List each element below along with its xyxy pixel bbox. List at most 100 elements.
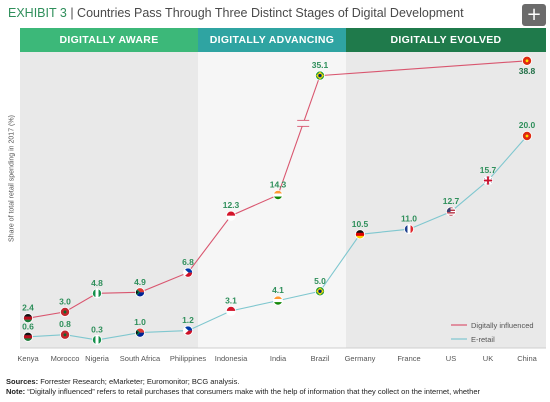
flag-ring bbox=[225, 305, 236, 316]
south-africa-flag-icon bbox=[135, 287, 145, 297]
flag-ring bbox=[272, 295, 283, 306]
flag-ring bbox=[22, 313, 33, 324]
x-tick-kenya: Kenya bbox=[17, 354, 39, 363]
flag-ring bbox=[182, 325, 193, 336]
france-flag-icon bbox=[404, 224, 414, 234]
exhibit-number: EXHIBIT 3 bbox=[8, 6, 67, 20]
stage-label-evolved: DIGITALLY EVOLVED bbox=[390, 34, 502, 46]
expand-button[interactable]: + bbox=[522, 4, 546, 26]
flag-ring bbox=[522, 130, 533, 141]
digitally-influenced-value-label: 35.1 bbox=[312, 60, 329, 70]
note-text: “Digitally influenced” refers to retail … bbox=[25, 387, 480, 396]
india-flag-icon bbox=[273, 190, 283, 200]
note-line: Note: “Digitally influenced” refers to r… bbox=[6, 387, 480, 397]
legend-label-e-retail: E-retail bbox=[471, 335, 495, 344]
kenya-flag-icon bbox=[23, 313, 33, 323]
flag-ring bbox=[92, 288, 103, 299]
e-retail-value-label: 5.0 bbox=[314, 276, 326, 286]
x-tick-uk: UK bbox=[483, 354, 493, 363]
flag-ring bbox=[445, 206, 456, 217]
philippines-flag-icon bbox=[183, 325, 193, 336]
digitally-influenced-value-label: 6.8 bbox=[182, 257, 194, 267]
y-axis-label: Share of total retail spending in 2017 (… bbox=[8, 115, 16, 242]
e-retail-value-label: 15.7 bbox=[480, 165, 497, 175]
chart-title: Countries Pass Through Three Distinct St… bbox=[77, 6, 464, 20]
legend-label-digitally-influenced: Digitally influenced bbox=[471, 321, 534, 330]
x-tick-morocco: Morocco bbox=[51, 354, 80, 363]
x-tick-south-africa: South Africa bbox=[120, 354, 161, 363]
flag-ring bbox=[182, 267, 193, 278]
morocco-flag-icon bbox=[60, 307, 70, 317]
x-tick-nigeria: Nigeria bbox=[85, 354, 110, 363]
digitally-influenced-value-label: 38.8 bbox=[519, 66, 536, 76]
us-flag-icon bbox=[446, 206, 456, 217]
sources-text: Forrester Research; eMarketer; Euromonit… bbox=[38, 377, 240, 386]
morocco-flag-icon bbox=[60, 330, 70, 340]
x-tick-germany: Germany bbox=[345, 354, 376, 363]
exhibit-title: EXHIBIT 3 | Countries Pass Through Three… bbox=[8, 6, 464, 20]
plus-icon: + bbox=[526, 4, 542, 25]
flag-ring bbox=[314, 286, 325, 297]
germany-flag-icon bbox=[355, 229, 365, 239]
x-tick-indonesia: Indonesia bbox=[215, 354, 248, 363]
e-retail-value-label: 0.6 bbox=[22, 321, 34, 331]
digitally-influenced-value-label: 12.3 bbox=[223, 200, 240, 210]
x-tick-china: China bbox=[517, 354, 537, 363]
flag-ring bbox=[225, 210, 236, 221]
flag-ring bbox=[314, 70, 325, 81]
sources-label: Sources: bbox=[6, 377, 39, 386]
e-retail-value-label: 10.5 bbox=[352, 219, 369, 229]
south-africa-flag-icon bbox=[135, 328, 145, 338]
digitally-influenced-value-label: 4.8 bbox=[91, 278, 103, 288]
flag-ring bbox=[60, 306, 71, 317]
digitally-influenced-value-label: 3.0 bbox=[59, 296, 71, 306]
flag-ring bbox=[272, 189, 283, 200]
axis-break-gap bbox=[297, 120, 310, 127]
flag-ring bbox=[522, 55, 533, 66]
nigeria-flag-icon bbox=[92, 335, 102, 345]
indonesia-flag-icon bbox=[226, 306, 236, 316]
x-tick-brazil: Brazil bbox=[311, 354, 330, 363]
e-retail-value-label: 11.0 bbox=[401, 214, 417, 224]
chart-footer: Sources: Forrester Research; eMarketer; … bbox=[6, 377, 480, 397]
stage-bg-advancing bbox=[198, 52, 346, 348]
e-retail-value-label: 4.1 bbox=[272, 285, 284, 295]
e-retail-value-label: 20.0 bbox=[519, 120, 536, 130]
flag-ring bbox=[354, 229, 365, 240]
e-retail-value-label: 0.8 bbox=[59, 319, 71, 329]
flag-ring bbox=[60, 329, 71, 340]
x-tick-india: India bbox=[270, 354, 287, 363]
x-tick-philippines: Philippines bbox=[170, 354, 207, 363]
stage-band-aware: DIGITALLY AWARE bbox=[20, 28, 198, 52]
stage-label-advancing: DIGITALLY ADVANCING bbox=[209, 34, 335, 46]
sources-line: Sources: Forrester Research; eMarketer; … bbox=[6, 377, 480, 387]
stage-band-advancing: DIGITALLY ADVANCING bbox=[198, 28, 346, 52]
kenya-flag-icon bbox=[23, 332, 33, 342]
x-tick-france: France bbox=[397, 354, 420, 363]
e-retail-value-label: 1.0 bbox=[134, 317, 146, 327]
e-retail-value-label: 1.2 bbox=[182, 315, 194, 325]
flag-ring bbox=[134, 327, 145, 338]
digitally-influenced-value-label: 2.4 bbox=[22, 303, 34, 313]
indonesia-flag-icon bbox=[226, 211, 236, 221]
flag-ring bbox=[482, 175, 493, 186]
flag-ring bbox=[22, 331, 33, 342]
x-tick-us: US bbox=[446, 354, 456, 363]
china-flag-icon bbox=[522, 56, 532, 66]
note-label: Note: bbox=[6, 387, 26, 396]
e-retail-value-label: 0.3 bbox=[91, 324, 103, 334]
philippines-flag-icon bbox=[183, 268, 193, 278]
flag-ring bbox=[92, 334, 103, 345]
e-retail-value-label: 12.7 bbox=[443, 196, 460, 206]
brazil-flag-icon bbox=[315, 71, 325, 81]
stage-bg-aware bbox=[20, 52, 198, 348]
digitally-influenced-value-label: 14.3 bbox=[270, 179, 287, 189]
stage-bg-evolved bbox=[346, 52, 546, 348]
india-flag-icon bbox=[273, 295, 283, 306]
flag-ring bbox=[403, 224, 414, 235]
brazil-flag-icon bbox=[315, 286, 325, 296]
digitally-influenced-value-label: 4.9 bbox=[134, 277, 146, 287]
flag-ring bbox=[134, 287, 145, 298]
stage-band-evolved: DIGITALLY EVOLVED bbox=[346, 28, 546, 52]
